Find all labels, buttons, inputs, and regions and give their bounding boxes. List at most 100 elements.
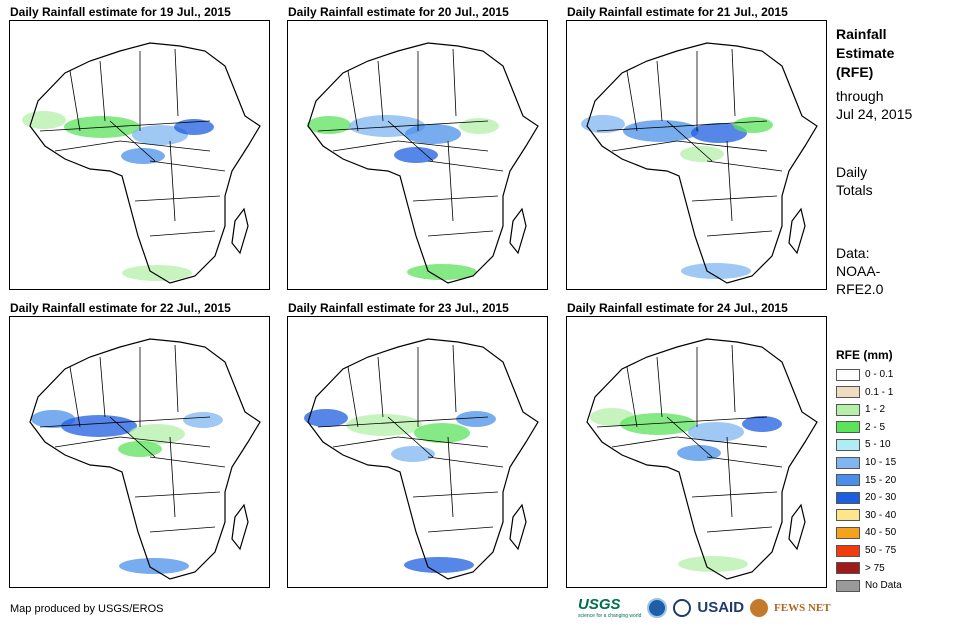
country-border xyxy=(169,436,176,518)
product-title: Rainfall Estimate (RFE) xyxy=(836,25,894,82)
rainfall-map-panel xyxy=(566,20,827,290)
legend-swatch xyxy=(836,403,860,416)
coastline xyxy=(586,338,818,580)
rainfall-map-panel xyxy=(287,316,548,588)
country-border xyxy=(412,491,499,498)
legend-label: 40 - 50 xyxy=(865,527,897,539)
country-border xyxy=(452,48,457,117)
rainfall-area xyxy=(678,556,748,572)
panel-title: Daily Rainfall estimate for 19 Jul., 201… xyxy=(10,5,231,19)
africa-map xyxy=(304,338,539,580)
usgs-logo: USGS science for a changing world xyxy=(578,596,641,619)
country-border xyxy=(596,416,768,428)
country-border xyxy=(347,70,359,132)
coastline xyxy=(29,42,261,284)
usaid-logo: USAID xyxy=(697,599,745,616)
title-line: Estimate xyxy=(836,45,895,61)
legend-label: 10 - 15 xyxy=(865,457,897,468)
panel-title: Daily Rainfall estimate for 22 Jul., 201… xyxy=(10,301,231,315)
rainfall-map-panel xyxy=(566,316,827,588)
country-border xyxy=(656,60,663,122)
rainfall-area xyxy=(174,119,214,135)
rainfall-map-panel xyxy=(9,20,270,290)
legend-item: 1 - 2 xyxy=(836,401,885,418)
country-border xyxy=(452,344,457,413)
rainfall-area xyxy=(405,124,461,144)
legend-label: 0 - 0.1 xyxy=(865,369,894,380)
totals-line: Daily xyxy=(836,164,868,180)
coastline xyxy=(29,338,261,580)
country-border xyxy=(99,60,106,122)
legend-item: 2 - 5 xyxy=(836,419,885,436)
rainfall-area xyxy=(691,123,747,143)
rainfall-map-panel xyxy=(9,316,270,588)
legend-item: 10 - 15 xyxy=(836,454,896,471)
country-border xyxy=(174,48,179,117)
rainfall-area xyxy=(680,146,724,162)
legend-swatch xyxy=(836,562,860,575)
rainfall-area xyxy=(391,446,435,462)
country-border xyxy=(447,140,454,222)
country-border xyxy=(109,120,156,162)
country-border xyxy=(427,526,494,533)
rainfall-area xyxy=(623,120,699,142)
noaa-logo-icon xyxy=(647,597,668,618)
legend-label: 50 - 75 xyxy=(865,545,897,556)
partner-logos: USGS science for a changing world USAID … xyxy=(578,596,831,619)
coastline xyxy=(788,503,806,551)
legend-item: No Data xyxy=(836,577,902,594)
rainfall-area xyxy=(129,424,185,444)
coastline xyxy=(307,42,539,284)
legend-label: 15 - 20 xyxy=(865,474,897,486)
rainfall-area xyxy=(183,412,223,428)
legend-label: 1 - 2 xyxy=(865,404,886,416)
country-border xyxy=(447,436,454,518)
legend-swatch xyxy=(836,526,860,539)
country-border xyxy=(626,70,638,132)
panel-title: Daily Rainfall estimate for 20 Jul., 201… xyxy=(288,5,509,19)
country-border xyxy=(656,356,663,418)
panel-title: Daily Rainfall estimate for 23 Jul., 201… xyxy=(288,301,509,315)
legend-swatch xyxy=(836,438,860,451)
legend-item: 0.1 - 1 xyxy=(836,384,893,401)
country-border xyxy=(412,195,499,202)
totals-line: Totals xyxy=(836,182,873,198)
rainfall-area xyxy=(681,263,751,279)
rainfall-area xyxy=(122,265,192,281)
through-label: through xyxy=(836,88,884,104)
rainfall-area xyxy=(414,423,470,443)
country-border xyxy=(691,195,778,202)
legend-item: 20 - 30 xyxy=(836,489,896,506)
legend-swatch xyxy=(836,456,860,469)
usaid-seal-icon xyxy=(673,598,692,617)
totals-label: Daily Totals xyxy=(836,163,873,199)
country-border xyxy=(54,436,121,448)
rainfall-area xyxy=(304,409,348,427)
rainfall-area xyxy=(733,117,773,133)
title-line: Rainfall xyxy=(836,26,887,42)
legend-item: 40 - 50 xyxy=(836,524,896,541)
rainfall-area xyxy=(61,415,137,437)
africa-map xyxy=(581,42,818,284)
legend-swatch xyxy=(836,579,860,592)
country-border xyxy=(149,456,226,468)
source-line: NOAA- xyxy=(836,263,881,279)
usgs-logo-text: USGS xyxy=(578,596,621,613)
rainfall-area xyxy=(404,557,474,573)
country-border xyxy=(119,436,211,448)
country-border xyxy=(119,140,211,152)
rainfall-area xyxy=(22,111,66,129)
panel-title: Daily Rainfall estimate for 21 Jul., 201… xyxy=(567,5,788,19)
legend-swatch xyxy=(836,474,860,487)
country-border xyxy=(332,140,399,152)
country-border xyxy=(169,140,176,222)
country-border xyxy=(69,366,81,428)
legend-item: 0 - 0.1 xyxy=(836,366,893,383)
country-border xyxy=(69,70,81,132)
country-border xyxy=(99,356,106,418)
country-border xyxy=(666,416,713,458)
legend-item: 30 - 40 xyxy=(836,507,896,524)
country-border xyxy=(377,356,384,418)
through-date-value: Jul 24, 2015 xyxy=(836,106,913,122)
country-border xyxy=(611,140,678,152)
